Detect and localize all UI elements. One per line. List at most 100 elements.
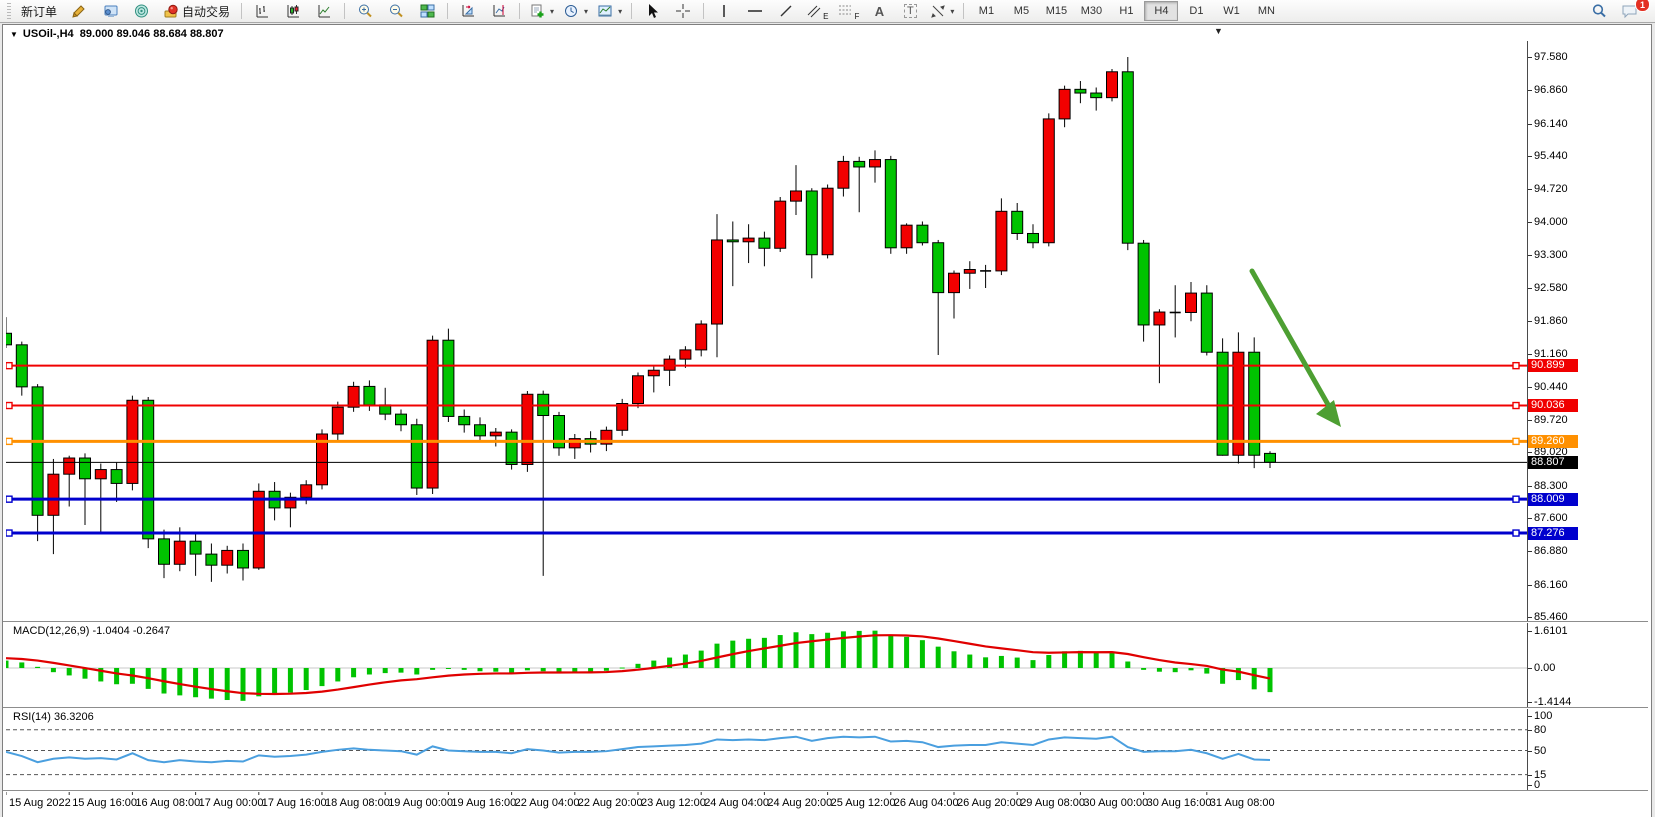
chart-collapse-icon[interactable]: ▼ bbox=[10, 30, 18, 39]
level-line-handle[interactable] bbox=[1512, 361, 1520, 370]
toolbar-separator bbox=[631, 3, 633, 19]
level-line-handle[interactable] bbox=[1512, 401, 1520, 410]
new-chart-icon bbox=[531, 4, 544, 18]
channel-letter: E bbox=[823, 12, 829, 21]
horizontal-line-button[interactable] bbox=[740, 0, 770, 22]
arrange-windows-button[interactable] bbox=[453, 0, 483, 22]
macd-signal-line bbox=[6, 634, 1271, 696]
price-chart-canvas[interactable] bbox=[6, 41, 1527, 796]
timeframe-button-mn[interactable]: MN bbox=[1257, 5, 1275, 17]
notifications-button[interactable]: 1 bbox=[1615, 0, 1650, 22]
level-line-handle[interactable] bbox=[6, 529, 13, 537]
candle-body bbox=[742, 237, 755, 243]
timeframe-button-m15[interactable]: M15 bbox=[1045, 5, 1068, 17]
zoom-out-button[interactable] bbox=[381, 0, 411, 22]
periods-button[interactable]: ▾ bbox=[559, 0, 592, 22]
timeframe-button-d1[interactable]: D1 bbox=[1189, 5, 1204, 17]
zoom-in-button[interactable] bbox=[350, 0, 380, 22]
timeframe-button-m5[interactable]: M5 bbox=[1013, 5, 1030, 17]
candle-body bbox=[869, 159, 881, 168]
candle-body bbox=[837, 160, 850, 189]
macd-histogram-bar bbox=[635, 663, 641, 668]
rsi-name: RSI(14) bbox=[13, 711, 51, 723]
gold-seal-icon bbox=[72, 5, 85, 18]
text-tool-button[interactable]: A bbox=[864, 0, 894, 22]
candle-body bbox=[205, 553, 218, 566]
timeframe-button-w1[interactable]: W1 bbox=[1223, 5, 1240, 17]
fibonacci-button[interactable]: F bbox=[833, 0, 863, 22]
time-axis-label: 26 Aug 04:00 bbox=[893, 797, 959, 809]
level-line-handle[interactable] bbox=[1512, 437, 1520, 446]
new-order-icon[interactable] bbox=[64, 0, 94, 22]
tile-windows-button[interactable] bbox=[412, 0, 442, 22]
macd-histogram-bar bbox=[1172, 668, 1178, 673]
vertical-line-button[interactable] bbox=[709, 0, 739, 22]
candle-body bbox=[331, 406, 344, 435]
down-arrow-annotation[interactable] bbox=[1249, 268, 1333, 411]
candlestick-chart-button[interactable] bbox=[278, 0, 308, 22]
rsi-label: RSI(14) 36.3206 bbox=[13, 711, 94, 723]
label-tool-button[interactable]: T bbox=[895, 0, 925, 22]
level-line-handle[interactable] bbox=[1512, 529, 1520, 537]
crosshair-button[interactable] bbox=[668, 0, 698, 22]
cursor-button[interactable] bbox=[637, 0, 667, 22]
rsi-tick-label: 15 bbox=[1534, 768, 1547, 781]
macd-histogram-bar bbox=[1077, 650, 1083, 668]
rsi-tick-label: 80 bbox=[1534, 723, 1547, 736]
timeframe-button-h1[interactable]: H1 bbox=[1119, 5, 1134, 17]
panel-separator[interactable] bbox=[3, 707, 1648, 709]
rsi-tick-mark bbox=[1528, 774, 1532, 776]
time-axis-label: 19 Aug 00:00 bbox=[388, 797, 454, 809]
level-line-handle[interactable] bbox=[6, 495, 13, 503]
time-axis-label: 15 Aug 16:00 bbox=[72, 797, 138, 809]
cascade-windows-button[interactable] bbox=[484, 0, 514, 22]
autotrading-button[interactable]: 自动交易 bbox=[157, 0, 236, 22]
timeframe-button-h4[interactable]: H4 bbox=[1144, 1, 1179, 21]
timeframe-button-m1[interactable]: M1 bbox=[978, 5, 995, 17]
macd-histogram-bar bbox=[825, 632, 831, 668]
candle-body bbox=[948, 272, 960, 294]
toolbar-separator bbox=[241, 3, 243, 19]
candle-body bbox=[884, 159, 897, 249]
macd-histogram-bar bbox=[619, 667, 625, 669]
timeframe-button-m30[interactable]: M30 bbox=[1080, 5, 1103, 17]
cascade-windows-icon bbox=[493, 5, 506, 17]
zoom-out-icon bbox=[389, 4, 403, 18]
level-line-handle[interactable] bbox=[6, 401, 13, 410]
candle-body bbox=[711, 239, 723, 325]
macd-histogram-bar bbox=[445, 668, 451, 669]
new-order-button[interactable]: 新订单 bbox=[21, 4, 58, 19]
price-tick-mark bbox=[1528, 386, 1532, 388]
navigator-button[interactable] bbox=[126, 0, 156, 22]
rsi-line bbox=[6, 735, 1271, 764]
price-tick-label: 85.460 bbox=[1534, 610, 1568, 623]
search-button[interactable] bbox=[1584, 0, 1614, 22]
bar-chart-button[interactable] bbox=[247, 0, 277, 22]
level-line-handle[interactable] bbox=[6, 361, 13, 370]
top-toolbar: 新订单 自动交易 bbox=[0, 0, 1655, 23]
line-chart-button[interactable] bbox=[309, 0, 339, 22]
arrows-tool-button[interactable]: ▾ bbox=[926, 0, 958, 22]
macd-histogram-bar bbox=[366, 668, 372, 675]
equidistant-channel-button[interactable]: E bbox=[802, 0, 832, 22]
price-level-badge: 87.276 bbox=[1528, 526, 1578, 540]
candle-body bbox=[442, 339, 455, 417]
macd-label: MACD(12,26,9) -1.0404 -0.2647 bbox=[13, 625, 170, 637]
text-tool-letter: A bbox=[874, 3, 885, 19]
new-chart-button[interactable]: ▾ bbox=[525, 0, 558, 22]
macd-histogram-bar bbox=[1235, 668, 1241, 681]
templates-button[interactable]: ▾ bbox=[593, 0, 626, 22]
macd-histogram-bar bbox=[651, 660, 657, 668]
toolbar-grip[interactable] bbox=[7, 3, 11, 19]
macd-histogram-bar bbox=[935, 646, 941, 668]
market-watch-button[interactable] bbox=[95, 0, 125, 22]
down-arrow-head[interactable] bbox=[1316, 400, 1341, 427]
panel-separator[interactable] bbox=[3, 621, 1648, 623]
macd-histogram-bar bbox=[919, 640, 925, 668]
level-line-handle[interactable] bbox=[1512, 495, 1520, 503]
candle-body bbox=[616, 403, 629, 431]
macd-histogram-bar bbox=[224, 668, 230, 701]
chart-menu-icon[interactable]: ▼ bbox=[1214, 26, 1223, 36]
trendline-button[interactable] bbox=[771, 0, 801, 22]
level-line-handle[interactable] bbox=[6, 437, 13, 446]
